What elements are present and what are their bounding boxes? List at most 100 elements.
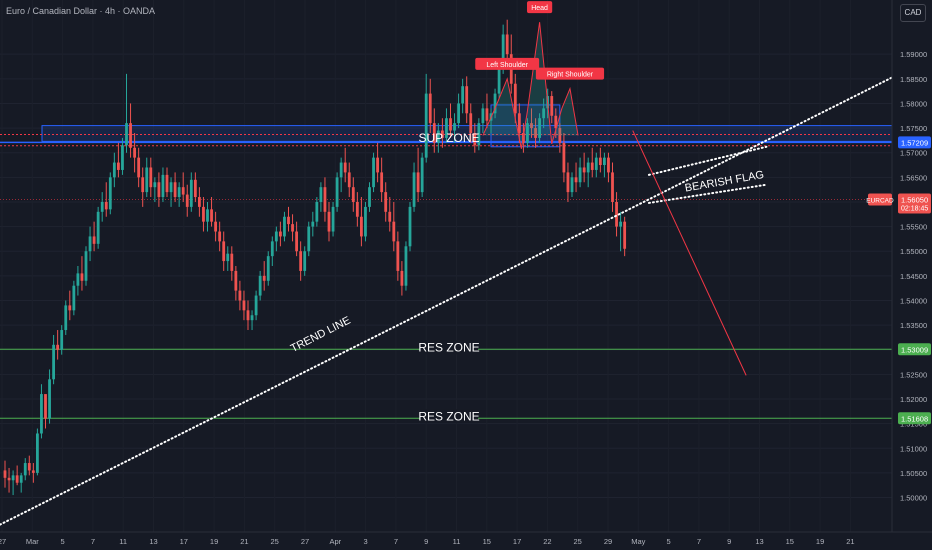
candle-body <box>335 177 339 207</box>
x-tick-label: 25 <box>271 537 279 546</box>
candle-body <box>153 182 157 188</box>
candle-body <box>570 177 574 193</box>
currency-button[interactable]: CAD <box>900 4 926 22</box>
y-tick-label: 1.52500 <box>900 370 927 379</box>
candle-body <box>198 197 201 207</box>
candle-body <box>121 145 124 170</box>
candle-body <box>165 174 169 193</box>
res-zone-label-2: RES ZONE <box>418 409 479 423</box>
time-axis[interactable]: 27 Mar 5 7 11 13 17 19 21 25 27 Apr 3 7 9 11 15 17 22 25 29 M… <box>0 531 932 550</box>
candle-body <box>445 118 448 138</box>
candle-body <box>145 167 149 193</box>
hs-label: Left Shoulder <box>486 62 528 69</box>
x-tick-label: 19 <box>816 537 824 546</box>
candle-body <box>125 123 128 146</box>
price-axis[interactable]: 1.59000 1.58500 1.58000 1.57500 1.57000 1.565… <box>866 0 932 550</box>
y-tick-label: 1.55000 <box>900 247 927 256</box>
candle-body <box>27 463 31 471</box>
candle-body <box>185 194 189 207</box>
candle-body <box>368 187 371 207</box>
price-tag: 1.53009 <box>901 345 928 354</box>
candle-body <box>400 270 404 286</box>
candle-body <box>372 157 375 188</box>
candle-body <box>141 177 145 193</box>
x-tick-label: 7 <box>394 537 398 546</box>
candle-body <box>137 157 141 178</box>
candle-body <box>436 130 440 143</box>
bearish-flag-upper <box>647 145 768 176</box>
candle-body <box>76 273 80 286</box>
candle-body <box>210 209 213 222</box>
x-tick-label: 7 <box>697 537 701 546</box>
candle-body <box>189 179 193 207</box>
chart-grid <box>0 53 892 499</box>
x-tick-label: 29 <box>604 537 612 546</box>
candle-body <box>23 463 27 476</box>
x-tick-label: 15 <box>483 537 491 546</box>
candle-body <box>64 305 68 331</box>
y-tick-label: 1.50500 <box>900 469 927 478</box>
x-tick-label: 21 <box>846 537 854 546</box>
projection-line <box>632 130 747 376</box>
candle-body <box>104 201 108 210</box>
candle-body <box>461 86 465 104</box>
candle-body <box>214 221 217 232</box>
candle-body <box>574 177 578 183</box>
candle-body <box>15 475 19 483</box>
candle-body <box>319 187 323 202</box>
countdown: 02:18:45 <box>901 206 928 213</box>
x-tick-label: 13 <box>755 537 763 546</box>
time-axis-bg <box>0 532 932 550</box>
candle-body <box>258 275 262 296</box>
candle-body <box>554 115 558 129</box>
x-tick-label: 21 <box>240 537 248 546</box>
candle-body <box>218 231 222 242</box>
res-zone-label-1-bg <box>420 340 478 355</box>
symbol-tag: EURCAD <box>866 198 894 205</box>
x-tick-label: Apr <box>329 537 341 546</box>
candle-body <box>360 216 363 237</box>
price-tag-bg <box>898 343 931 356</box>
candle-body <box>40 394 43 434</box>
x-tick-label: 5 <box>61 537 65 546</box>
candle-body <box>339 162 343 178</box>
candle-body <box>157 182 161 198</box>
price-tag: 1.51608 <box>901 414 928 423</box>
y-tick-label: 1.55500 <box>900 223 927 232</box>
candle-body <box>202 206 205 222</box>
candle-body <box>420 157 424 193</box>
y-tick-label: 1.58000 <box>900 99 927 108</box>
hs-label-bg <box>527 1 553 14</box>
candle-body <box>623 221 627 249</box>
zone-layer <box>41 104 893 148</box>
candle-body <box>230 253 234 271</box>
candle-body <box>274 231 278 242</box>
y-tick-label: 1.58500 <box>900 75 927 84</box>
res-zone-label-2-bg <box>420 409 478 424</box>
y-tick-label: 1.54500 <box>900 272 927 281</box>
candle-body <box>234 270 238 291</box>
candle-body <box>501 34 505 69</box>
candle-body <box>364 206 367 237</box>
x-tick-label: 3 <box>364 537 368 546</box>
drawings-layer <box>0 22 906 526</box>
candle-body <box>11 475 15 481</box>
candle-body <box>416 172 420 193</box>
candle-body <box>505 34 509 55</box>
candle-body <box>404 246 408 286</box>
candle-body <box>133 147 136 158</box>
candle-body <box>485 108 489 121</box>
candle-body <box>408 206 412 247</box>
candle-body <box>84 251 88 281</box>
candle-body <box>56 344 60 350</box>
candle-body <box>327 211 331 232</box>
candle-body <box>355 201 359 217</box>
candle-body <box>112 162 116 178</box>
candle-body <box>497 68 501 94</box>
candle-body <box>299 251 303 271</box>
candle-body <box>428 93 432 124</box>
candle-body <box>31 470 35 473</box>
candle-body <box>307 226 311 252</box>
y-tick-label: 1.54000 <box>900 296 927 305</box>
